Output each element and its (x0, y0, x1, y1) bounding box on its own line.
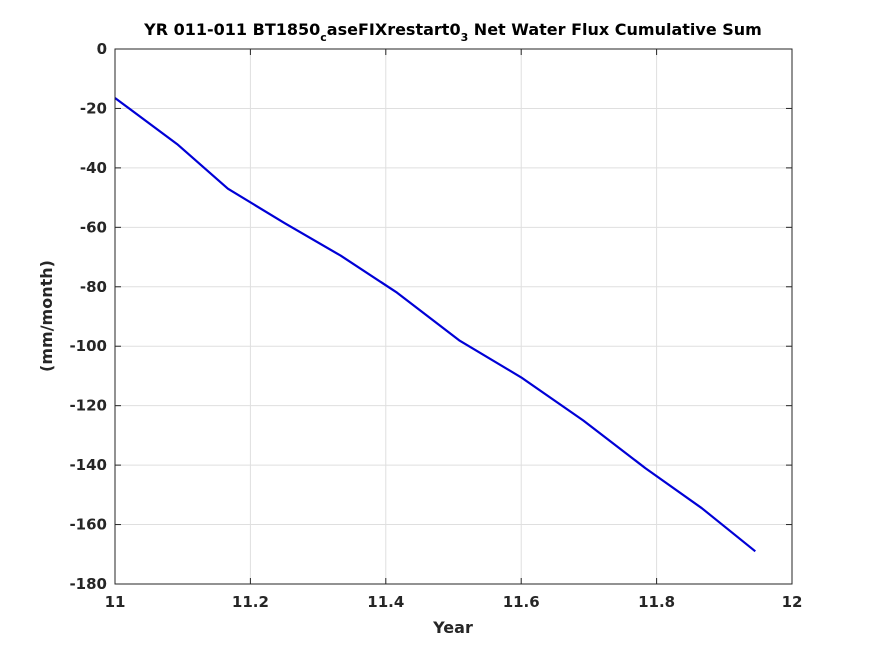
x-tick-label: 11.8 (638, 593, 675, 611)
plot-frame (114, 48, 793, 585)
y-tick-label: -100 (69, 337, 107, 355)
axis-ticks: 11 11.2 11.4 11.6 11.8 12 0 -20 -40 -60 -80 -100 -12… (69, 40, 802, 611)
series-line (114, 97, 756, 553)
y-tick-label: -80 (80, 278, 107, 296)
x-tick-label: 11 (105, 593, 126, 611)
x-tick-label: 11.4 (367, 593, 404, 611)
y-tick-label: -60 (80, 218, 107, 236)
y-tick-label: 0 (97, 40, 107, 58)
chart-title-part-c: Net Water Flux Cumulative Sum (468, 20, 762, 39)
data-series (114, 97, 756, 553)
x-tick-label: 11.2 (232, 593, 269, 611)
chart-title-subscript-3: 3 (461, 31, 469, 44)
x-tick-label: 11.6 (503, 593, 540, 611)
y-tick-label: -120 (69, 397, 107, 415)
chart-title: YR 011-011 BT1850caseFIXrestart03 Net Wa… (143, 20, 762, 44)
chart-title-subscript-c: c (320, 31, 327, 44)
y-axis-label: (mm/month) (37, 260, 56, 372)
y-tick-label: -180 (69, 575, 107, 593)
y-tick-label: -140 (69, 456, 107, 474)
x-tick-label: 12 (782, 593, 803, 611)
plot-area (115, 49, 792, 584)
chart-title-part-b: aseFIXrestart0 (327, 20, 461, 39)
y-tick-label: -160 (69, 516, 107, 534)
chart-title-part-a: YR 011-011 BT1850 (143, 20, 320, 39)
y-tick-label: -20 (80, 99, 107, 117)
y-tick-label: -40 (80, 159, 107, 177)
x-axis-label: Year (432, 618, 473, 637)
